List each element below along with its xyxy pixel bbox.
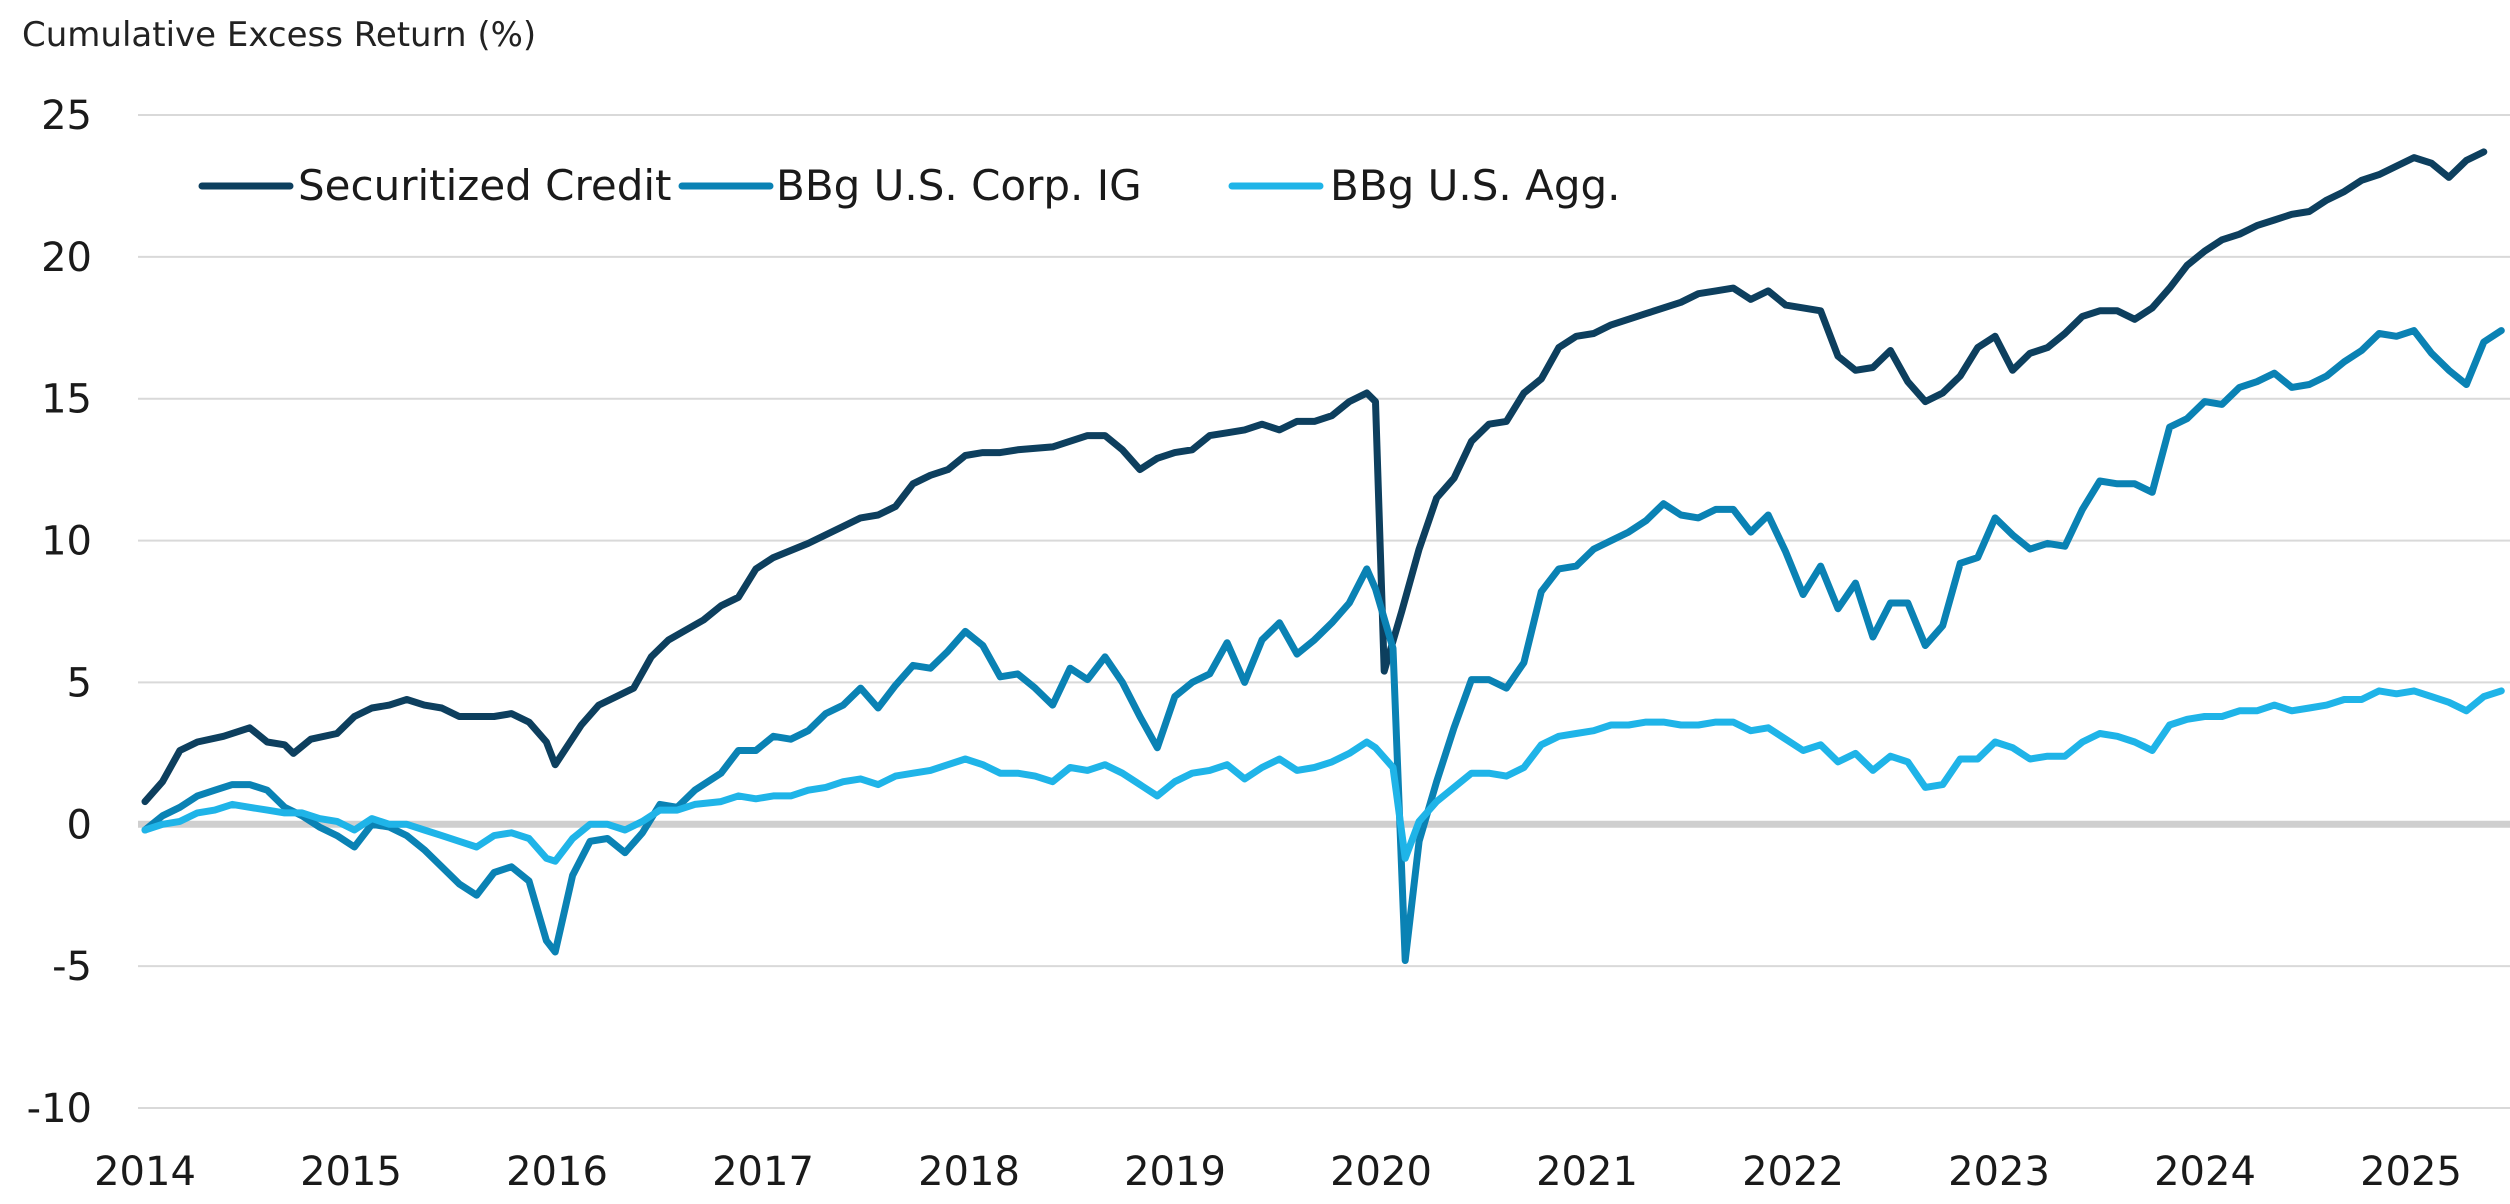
y-tick-label: 5: [67, 660, 92, 706]
legend-label: Securitized Credit: [298, 161, 672, 210]
x-tick-label: 2025: [2360, 1149, 2462, 1195]
x-tick-label: 2022: [1742, 1149, 1844, 1195]
x-tick-label: 2021: [1536, 1149, 1638, 1195]
y-axis-title: Cumulative Excess Return (%): [22, 15, 536, 55]
legend-label: BBg U.S. Agg.: [1330, 161, 1621, 210]
series-line-0: [141, 148, 2488, 806]
x-tick-label: 2023: [1948, 1149, 2050, 1195]
y-tick-label: 25: [41, 93, 92, 139]
x-tick-label: 2020: [1330, 1149, 1432, 1195]
x-tick-label: 2019: [1124, 1149, 1226, 1195]
x-axis-ticks: 2014 2015 2016 2017 2018 2019 2020 2021 2022 2023…: [94, 1149, 2462, 1195]
x-tick-label: 2014: [94, 1149, 196, 1195]
x-tick-label: 2024: [2154, 1149, 2256, 1195]
y-axis-ticks: 25 20 15 10 5 0 -5 -10: [27, 93, 92, 1132]
y-tick-label: 15: [41, 377, 92, 423]
series-line-1: [141, 327, 2505, 964]
legend: Securitized Credit BBg U.S. Corp. IG BBg U…: [198, 161, 1621, 210]
legend-label: BBg U.S. Corp. IG: [776, 161, 1142, 210]
x-tick-label: 2017: [712, 1149, 814, 1195]
y-tick-label: -5: [52, 944, 92, 990]
y-tick-label: 10: [41, 519, 92, 565]
x-tick-label: 2016: [506, 1149, 608, 1195]
x-tick-label: 2015: [300, 1149, 402, 1195]
gridlines: [138, 114, 2510, 1109]
y-tick-label: 20: [41, 235, 92, 281]
y-tick-label: -10: [27, 1086, 92, 1132]
x-tick-label: 2018: [918, 1149, 1020, 1195]
y-tick-label: 0: [67, 802, 92, 848]
series-lines: [141, 148, 2505, 964]
series-line-2: [141, 687, 2505, 865]
